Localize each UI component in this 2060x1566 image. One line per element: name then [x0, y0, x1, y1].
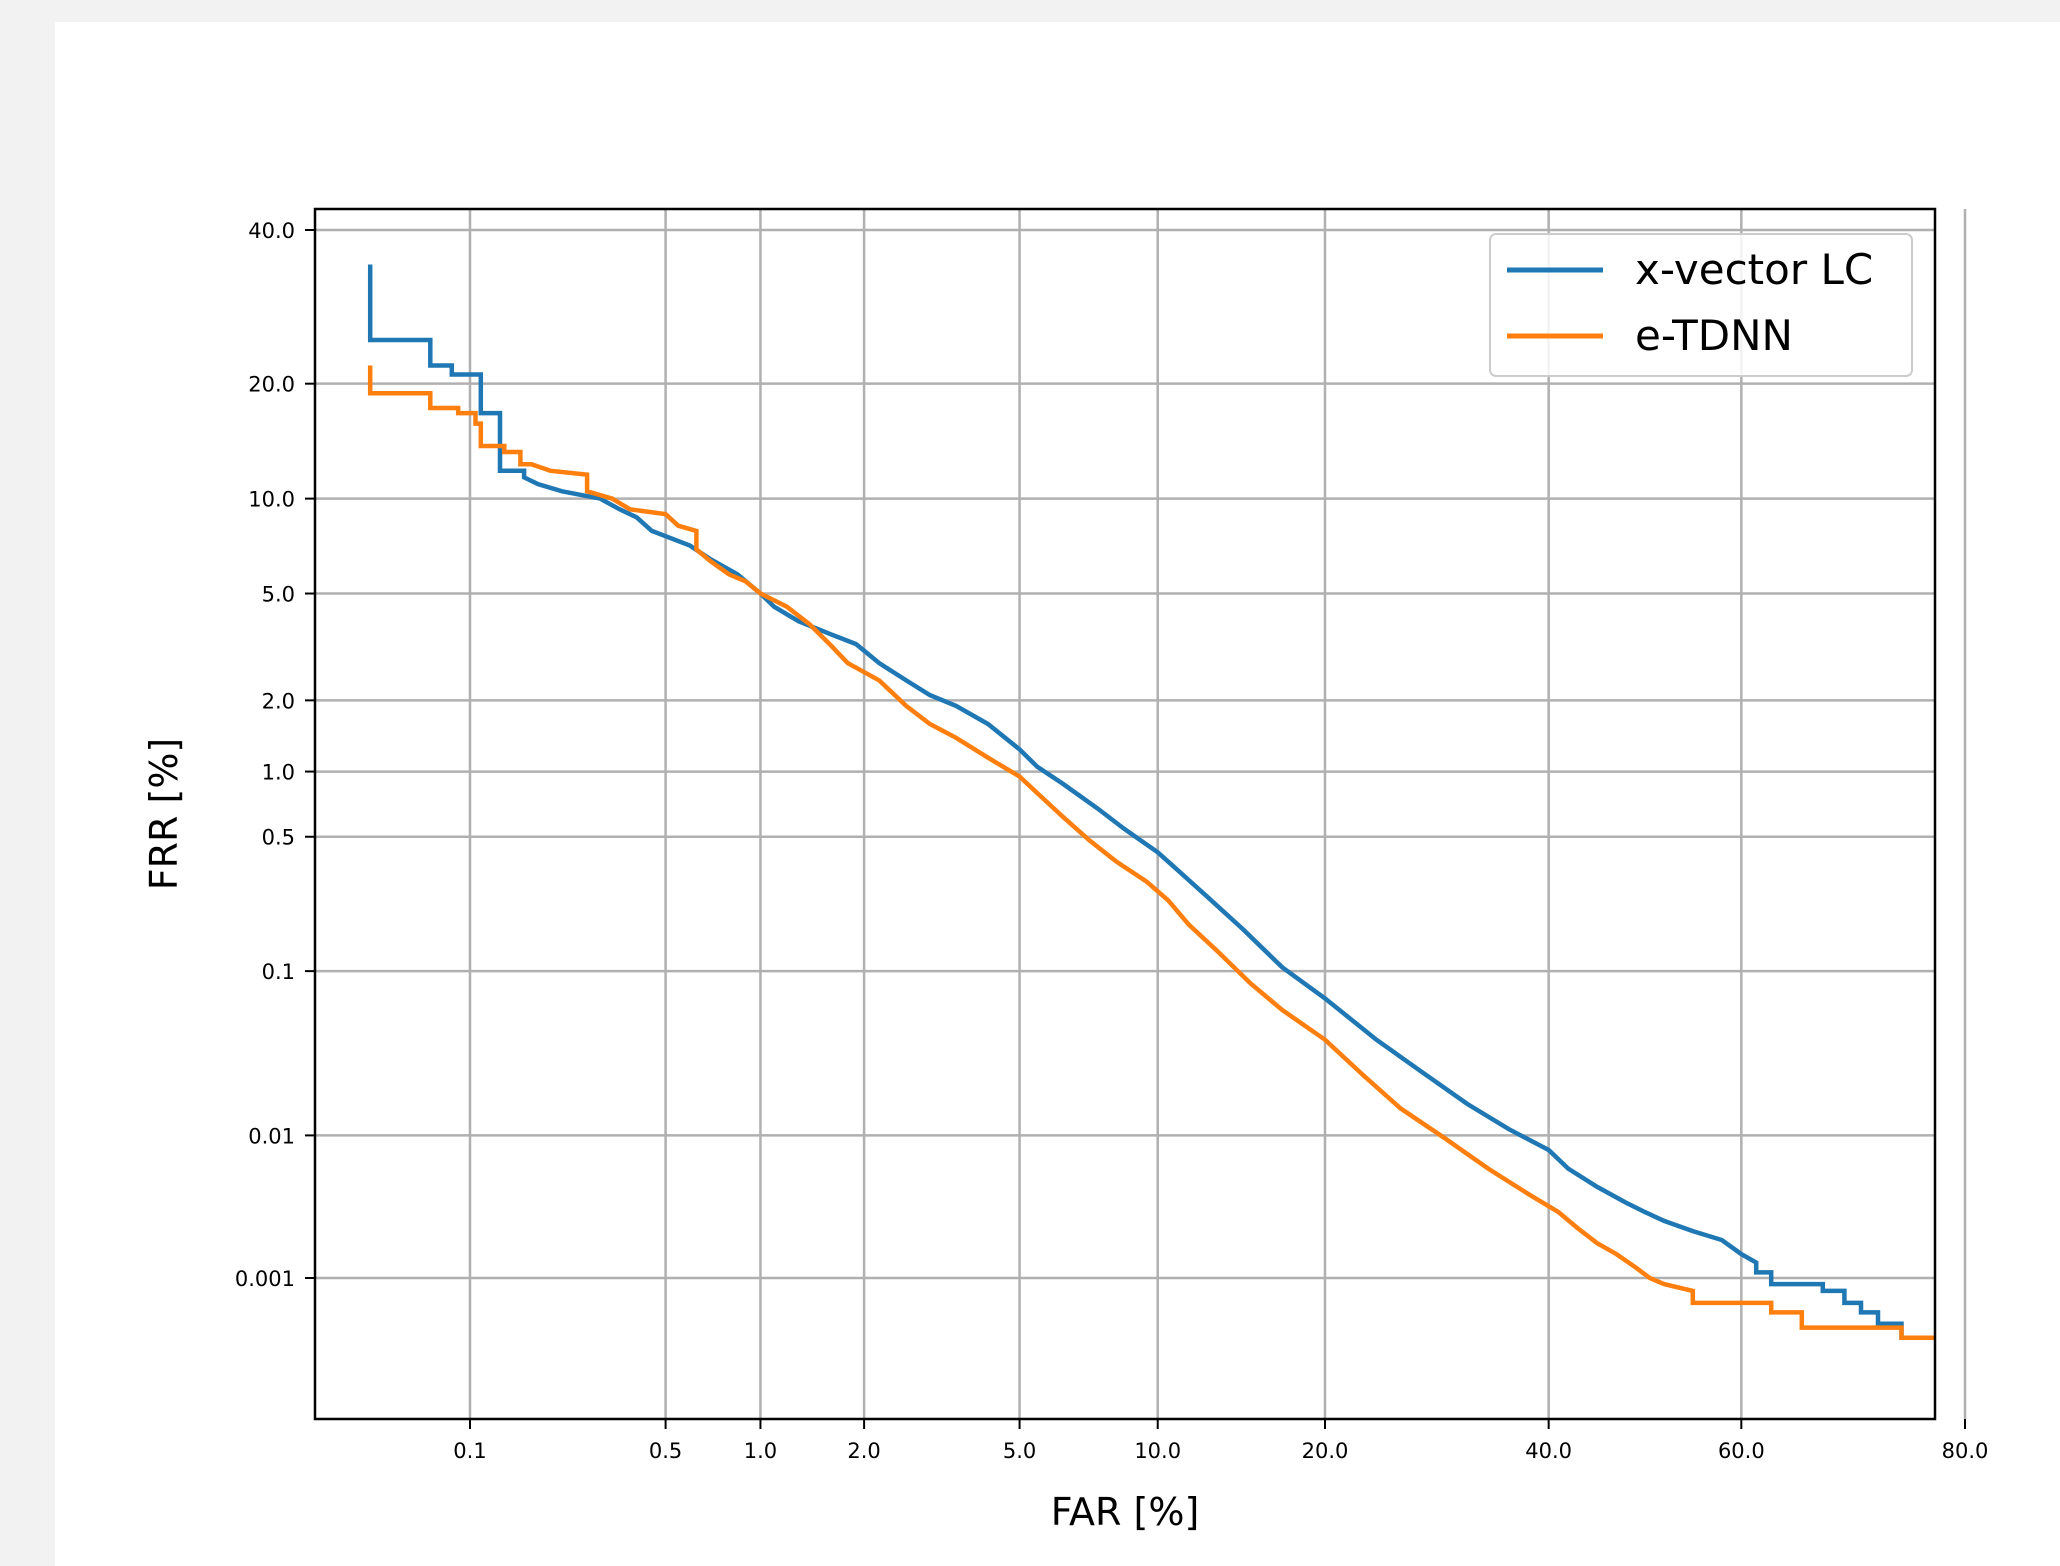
x-tick-label: 5.0	[1003, 1439, 1036, 1463]
y-tick-label: 0.001	[235, 1267, 295, 1291]
y-tick-labels: 40.0 20.0 10.0 5.0 2.0 1.0 0.5 0.1 0.01 0.001	[235, 219, 295, 1291]
x-tick-label: 40.0	[1525, 1439, 1572, 1463]
x-tick-label: 20.0	[1302, 1439, 1349, 1463]
figure-canvas: 0.1 0.5 1.0 2.0 5.0 10.0 20.0 40.0 60.0 80.0 40.0…	[55, 22, 2060, 1566]
x-tick-label: 60.0	[1718, 1439, 1765, 1463]
series-line-x-vector-lc	[367, 264, 1920, 1341]
axis-ticks	[305, 229, 1966, 1429]
plot-frame	[313, 207, 1937, 1421]
x-tick-labels: 0.1 0.5 1.0 2.0 5.0 10.0 20.0 40.0 60.0 80.0	[453, 1439, 1988, 1463]
legend-label-e-tdnn: e-TDNN	[1635, 311, 1793, 360]
x-tick-label: 2.0	[847, 1439, 880, 1463]
x-tick-label: 0.1	[453, 1439, 486, 1463]
y-tick-label: 40.0	[248, 219, 295, 243]
x-axis-title: FAR [%]	[1051, 1490, 1200, 1534]
y-tick-label: 10.0	[248, 488, 295, 512]
y-axis-title: FRR [%]	[142, 738, 186, 891]
y-tick-label: 0.1	[262, 960, 295, 984]
legend: x-vector LC e-TDNN	[1489, 233, 1913, 377]
series-line-e-tdnn	[367, 365, 1935, 1341]
y-tick-label: 0.5	[262, 826, 295, 850]
x-tick-label: 80.0	[1942, 1439, 1989, 1463]
x-tick-label: 1.0	[744, 1439, 777, 1463]
y-tick-label: 1.0	[262, 761, 295, 785]
x-tick-label: 0.5	[649, 1439, 682, 1463]
series-lines	[367, 264, 1935, 1341]
y-tick-label: 0.01	[248, 1124, 295, 1148]
x-tick-label: 10.0	[1134, 1439, 1181, 1463]
legend-label-x-vector-lc: x-vector LC	[1635, 245, 1873, 294]
grid-lines	[315, 209, 1967, 1419]
det-chart: 0.1 0.5 1.0 2.0 5.0 10.0 20.0 40.0 60.0 80.0 40.0…	[142, 207, 1988, 1534]
y-tick-label: 2.0	[262, 689, 295, 713]
y-tick-label: 20.0	[248, 373, 295, 397]
y-tick-label: 5.0	[262, 583, 295, 607]
